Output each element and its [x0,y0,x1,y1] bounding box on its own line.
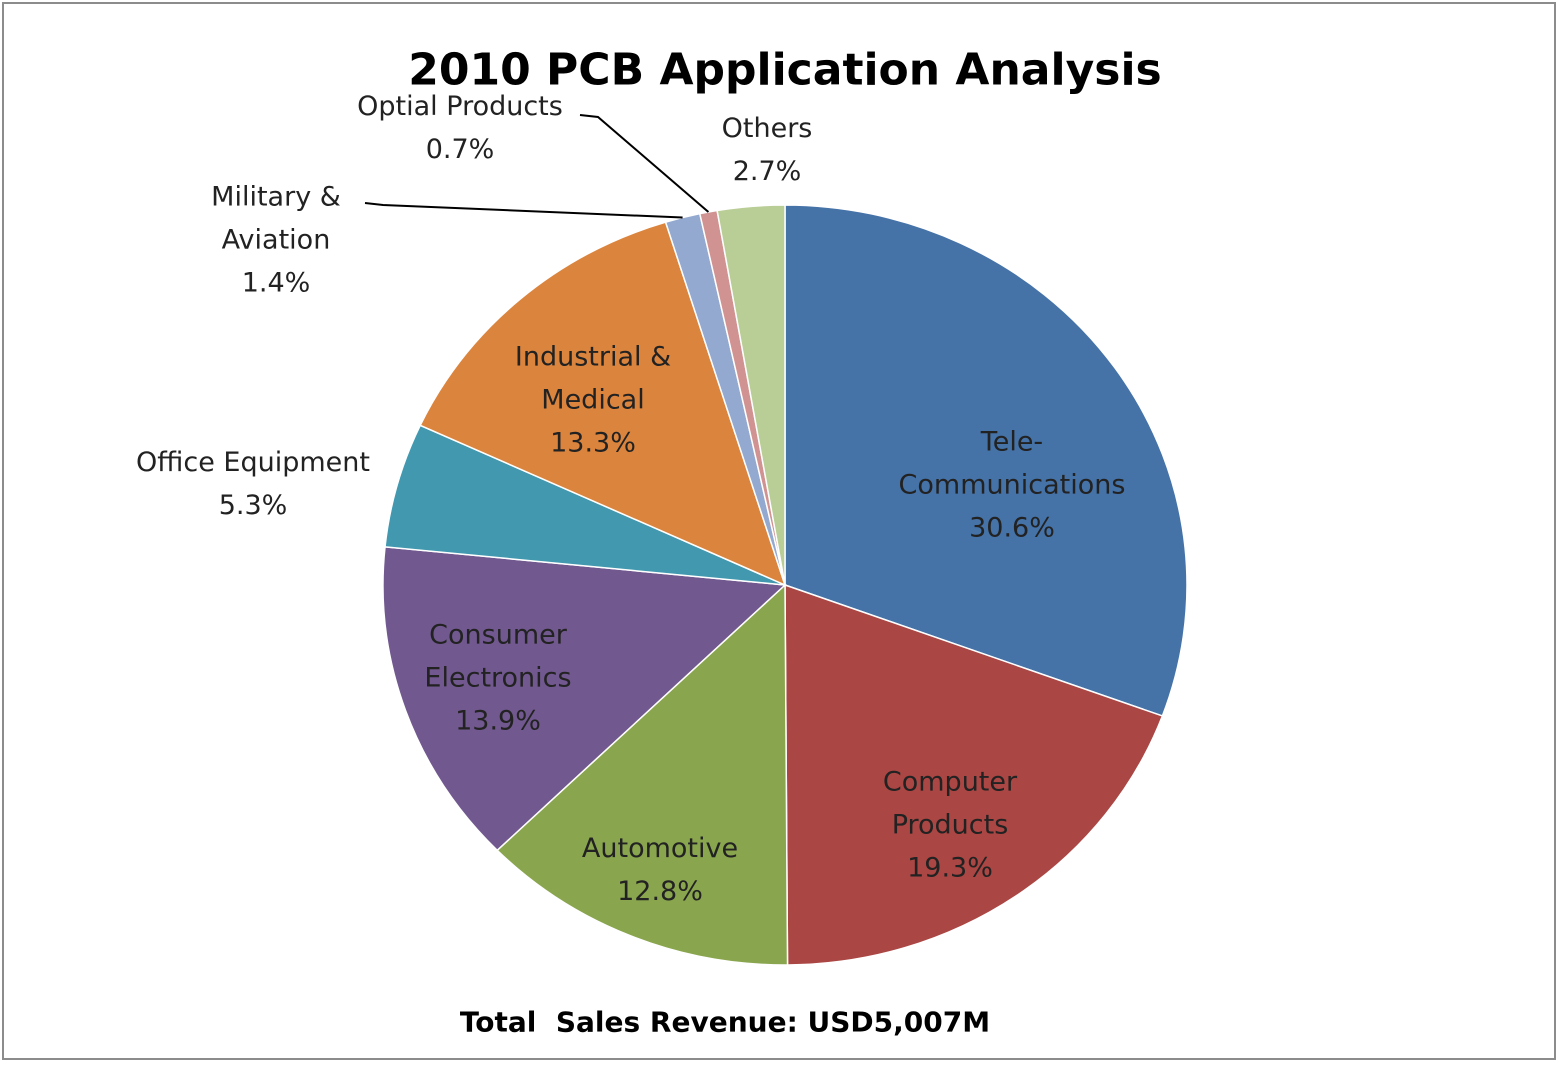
slice-name: Optial Products [357,91,563,122]
data-label: Automotive 12.8% [582,827,738,913]
slice-name: Others [721,113,813,144]
data-label: Tele- Communications 30.6% [899,421,1126,550]
data-label: Others 2.7% [722,107,813,193]
data-label: Optial Products 0.7% [357,85,563,171]
slice-value: 2.7% [732,156,802,187]
slice-name: Consumer Electronics [424,619,572,694]
pie-slice [784,204,1188,717]
data-label: Computer Products 19.3% [883,761,1017,890]
pie-slice [716,204,786,586]
pie-slice [496,583,789,966]
slice-name: Computer Products [882,766,1018,841]
slice-name: Office Equipment [136,447,370,478]
slice-name: Industrial & Medical [514,341,672,416]
slice-name: Military & Aviation [211,181,341,256]
pie-slice [382,546,787,852]
data-label: Industrial & Medical 13.3% [515,336,671,465]
leader-line [364,202,683,219]
pie-slice [419,221,787,587]
leader-line [579,114,710,213]
chart-subtitle: Total Sales Revenue: USD5,007M [459,1005,991,1039]
slice-value: 30.6% [969,512,1055,544]
slice-value: 13.3% [550,427,636,459]
pie-slice [384,424,786,586]
slice-value: 12.8% [617,876,703,907]
slice-name: Tele- Communications [898,426,1126,501]
slice-value: 5.3% [218,490,288,521]
data-label: Office Equipment 5.3% [136,441,370,527]
slice-value: 13.9% [455,705,541,737]
pie-slice [784,583,1164,966]
slice-value: 0.7% [425,134,495,165]
slice-name: Automotive [581,833,739,864]
chart-title: 2010 PCB Application Analysis [408,44,1162,96]
slice-value: 19.3% [907,852,993,884]
data-label: Military & Aviation 1.4% [211,176,341,305]
data-label: Consumer Electronics 13.9% [424,614,571,743]
slice-value: 1.4% [241,267,311,299]
